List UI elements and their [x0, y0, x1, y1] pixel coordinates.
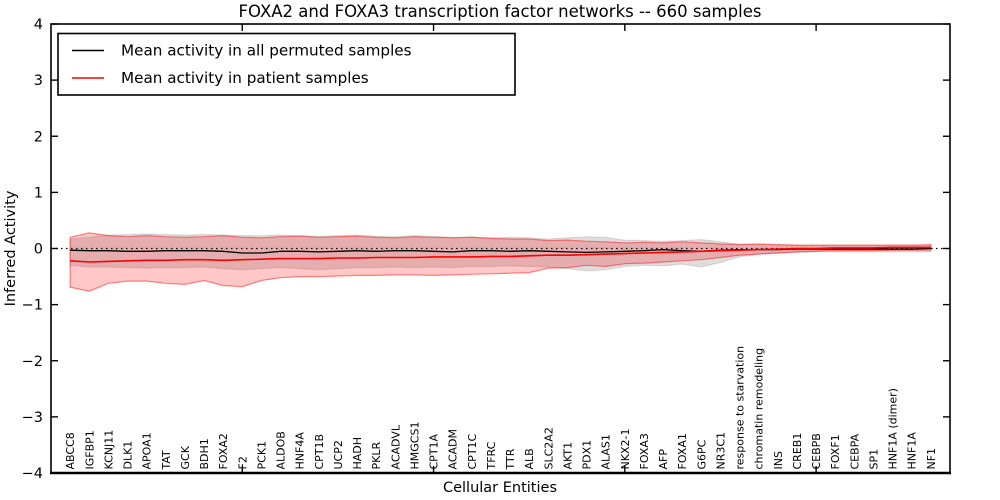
y-tick-label: 1 [34, 185, 43, 201]
entity-label: UCP2 [332, 440, 345, 469]
y-tick-label: 4 [34, 17, 43, 33]
y-tick-label: −4 [22, 466, 43, 482]
entity-label: PCK1 [255, 441, 268, 470]
entity-label: HMGCS1 [408, 422, 421, 470]
y-tick-label: −2 [22, 354, 43, 370]
entity-label: SP1 [868, 449, 881, 470]
entity-label: NR3C1 [715, 432, 728, 470]
entity-label: DLK1 [122, 441, 135, 470]
entity-label: CPT1C [466, 433, 479, 469]
entity-label: KCNJ11 [102, 430, 115, 470]
y-axis-label: Inferred Activity [3, 190, 19, 306]
entity-label: response to starvation [734, 346, 747, 470]
entity-label: GCK [179, 445, 192, 469]
entity-label: FOXA1 [676, 433, 689, 469]
legend-label-patient: Mean activity in patient samples [121, 69, 369, 87]
entity-label: NF1 [925, 448, 938, 470]
entity-label: ACADVL [389, 424, 402, 469]
entity-label: FOXA3 [638, 433, 651, 469]
entity-label: TFRC [485, 441, 498, 470]
entity-label: CPT1B [313, 434, 326, 470]
entity-label: ALAS1 [600, 434, 613, 469]
entity-label: AFP [657, 449, 670, 470]
y-tick-label: 0 [34, 242, 43, 258]
entity-label: AKT1 [561, 442, 574, 470]
permuted-samples-range-area [69, 233, 932, 272]
entity-label: CEBPA [848, 433, 861, 469]
entity-label: TAT [160, 450, 173, 471]
y-tick-label: −3 [22, 410, 43, 426]
entity-label: IGFBP1 [83, 430, 96, 469]
entity-label: NKX2-1 [619, 429, 632, 470]
ticks-layer [51, 23, 950, 474]
entity-label: ABCC8 [64, 432, 77, 469]
entity-label: SLC2A2 [542, 427, 555, 469]
patient-samples-range-area [69, 232, 932, 292]
entity-label: ALB [523, 448, 536, 469]
legend: Mean activity in all permuted samples Me… [57, 32, 516, 96]
entity-label: chromatin remodeling [753, 348, 766, 470]
entity-label: HNF1A [906, 432, 919, 470]
entity-label: TTR [504, 448, 517, 470]
x-axis-label: Cellular Entities [443, 480, 557, 496]
entity-label: ACADM [447, 429, 460, 470]
mean-lines-layer [70, 246, 931, 263]
patient-mean-line [70, 246, 931, 263]
y-tick-label: −1 [22, 298, 43, 314]
entity-label: CREB1 [791, 433, 804, 470]
legend-box [57, 32, 516, 96]
y-tick-label: 2 [34, 129, 43, 145]
entity-label: ALDOB [275, 431, 288, 469]
entity-label: FOXA2 [217, 433, 230, 469]
entity-label: PKLR [370, 442, 383, 470]
entity-label: CPT1A [428, 433, 441, 469]
entity-label: APOA1 [141, 432, 154, 469]
entity-label: CEBPB [810, 433, 823, 469]
bands-layer [69, 232, 932, 292]
entity-label: G6PC [695, 439, 708, 469]
legend-label-permuted: Mean activity in all permuted samples [121, 42, 412, 60]
entity-label: FOXF1 [829, 434, 842, 469]
entity-label: INS [772, 451, 785, 469]
entity-label: HNF4A [294, 432, 307, 470]
chart-title: FOXA2 and FOXA3 transcription factor net… [239, 2, 762, 21]
tick-labels-layer: −4 −3 −2 −1 0 1 2 3 4 ABCC8 IGFBP1 KCNJ11 DLK1 APOA1 T… [22, 17, 938, 482]
entity-label: PDX1 [581, 440, 594, 470]
entity-label: BDH1 [198, 438, 211, 469]
entity-label: HADH [351, 437, 364, 470]
entity-label: F2 [236, 456, 249, 469]
entity-label: HNF1A (dimer) [887, 388, 900, 469]
y-tick-label: 3 [34, 73, 43, 89]
